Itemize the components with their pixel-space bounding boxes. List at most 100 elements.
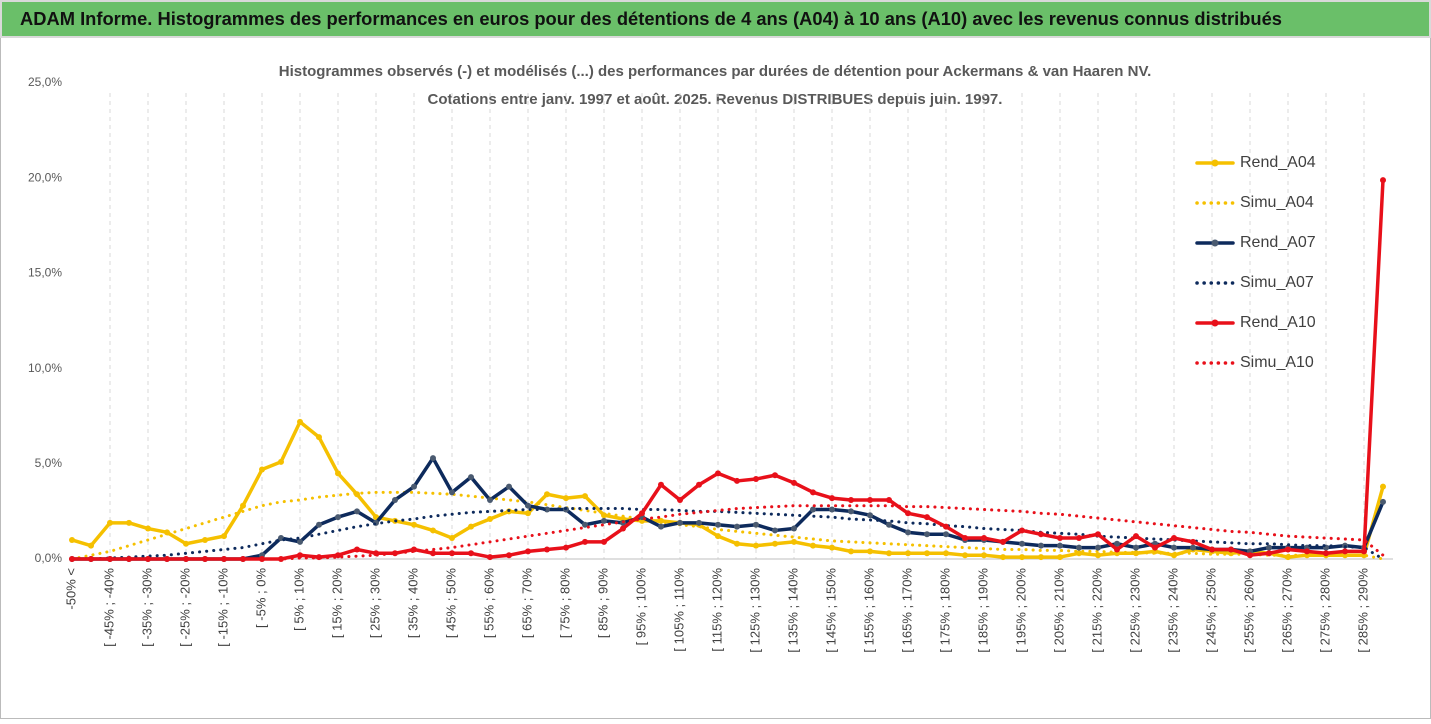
point [1095,552,1101,559]
point [468,523,474,530]
point [696,481,702,488]
point [525,548,531,555]
point [487,554,493,561]
point [658,481,664,488]
x-tick-label: [ 175% ; 180% [937,568,952,653]
point [886,521,892,528]
x-tick-label: [ 185% ; 190% [975,568,990,653]
point [278,458,284,465]
point [88,542,94,549]
legend-label: Simu_A10 [1240,354,1314,371]
point [145,525,151,532]
x-tick-label: [ 5% ; 10% [291,568,306,631]
x-tick-label: [ 145% ; 150% [823,568,838,653]
legend-marker [1211,159,1219,167]
point [943,523,949,530]
chart-title: Histogrammes observés (-) et modélisés (… [279,63,1152,80]
series-line [70,178,1385,561]
point [1361,548,1367,555]
point [1209,546,1215,553]
x-tick-label: [ 135% ; 140% [785,568,800,653]
point [259,556,265,562]
banner-title: ADAM Informe. Histogrammes des performan… [20,9,1282,29]
point [734,523,740,530]
point [829,506,835,513]
point [1380,498,1386,505]
point [772,527,778,534]
point [202,536,208,543]
point [1095,531,1101,538]
point [297,538,303,545]
point [164,556,170,562]
x-tick-label: [ 215% ; 220% [1089,568,1104,653]
point [1000,554,1006,561]
point [411,483,417,490]
point [1000,538,1006,545]
point [563,544,569,551]
point [1114,546,1120,553]
point [639,510,645,517]
point [620,525,626,532]
point [392,496,398,503]
point [107,519,113,526]
x-tick-label: [ 245% ; 250% [1203,568,1218,653]
banner [0,0,1431,38]
x-tick-label: [ 105% ; 110% [671,568,686,652]
x-tick-label: [ -15% ; -10% [215,568,230,647]
point [1190,538,1196,545]
x-tick-label: [ 275% ; 280% [1317,568,1332,653]
point [867,496,873,503]
x-tick-label: [ 45% ; 50% [443,568,458,639]
legend-label: Rend_A10 [1240,314,1316,331]
point [1247,552,1253,559]
x-tick-label: [ -25% ; -20% [177,568,192,647]
chart-subtitle: Cotations entre janv. 1997 et août. 2025… [428,91,1003,108]
point [221,533,227,540]
point [1228,546,1234,553]
x-tick-label: [ 285% ; 290% [1355,568,1370,653]
point [335,514,341,521]
point [1076,544,1082,551]
series-line [70,420,1385,559]
point [506,483,512,490]
point [1038,531,1044,538]
point [1019,527,1025,534]
point [468,550,474,557]
point [658,523,664,530]
point [69,536,75,543]
point [354,508,360,515]
x-tick-label: -50% < [63,568,78,610]
y-tick-label: 5,0% [35,456,63,470]
point [981,535,987,542]
point [905,529,911,536]
x-tick-label: [ 255% ; 260% [1241,568,1256,653]
x-tick-label: [ -35% ; -30% [139,568,154,647]
point [1114,540,1120,547]
point [1057,535,1063,542]
point [183,540,189,547]
point [1171,544,1177,551]
point [772,472,778,479]
point [449,535,455,542]
point [601,538,607,545]
point [544,491,550,498]
point [677,519,683,526]
point [1285,546,1291,553]
point [1342,548,1348,555]
point [734,477,740,484]
x-tick-label: [ 115% ; 120% [709,568,724,652]
y-tick-label: 25,0% [28,75,62,89]
y-tick-label: 0,0% [35,551,63,565]
point [905,550,911,557]
point [525,502,531,509]
point [88,556,94,562]
point [924,514,930,521]
point [126,519,132,526]
point [1019,554,1025,561]
point [867,512,873,519]
point [924,550,930,557]
point [487,516,493,523]
point [696,519,702,526]
